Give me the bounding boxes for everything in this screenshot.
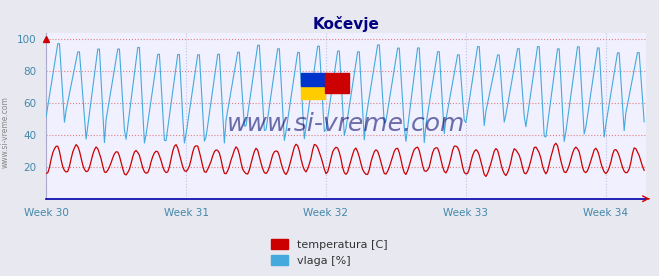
Legend: temperatura [C], vlaga [%]: temperatura [C], vlaga [%] — [267, 234, 392, 270]
Bar — [325, 73, 349, 93]
Bar — [301, 86, 325, 99]
Text: www.si-vreme.com: www.si-vreme.com — [1, 97, 10, 168]
Bar — [301, 73, 325, 86]
Text: www.si-vreme.com: www.si-vreme.com — [227, 112, 465, 136]
Title: Kočevje: Kočevje — [312, 16, 380, 32]
